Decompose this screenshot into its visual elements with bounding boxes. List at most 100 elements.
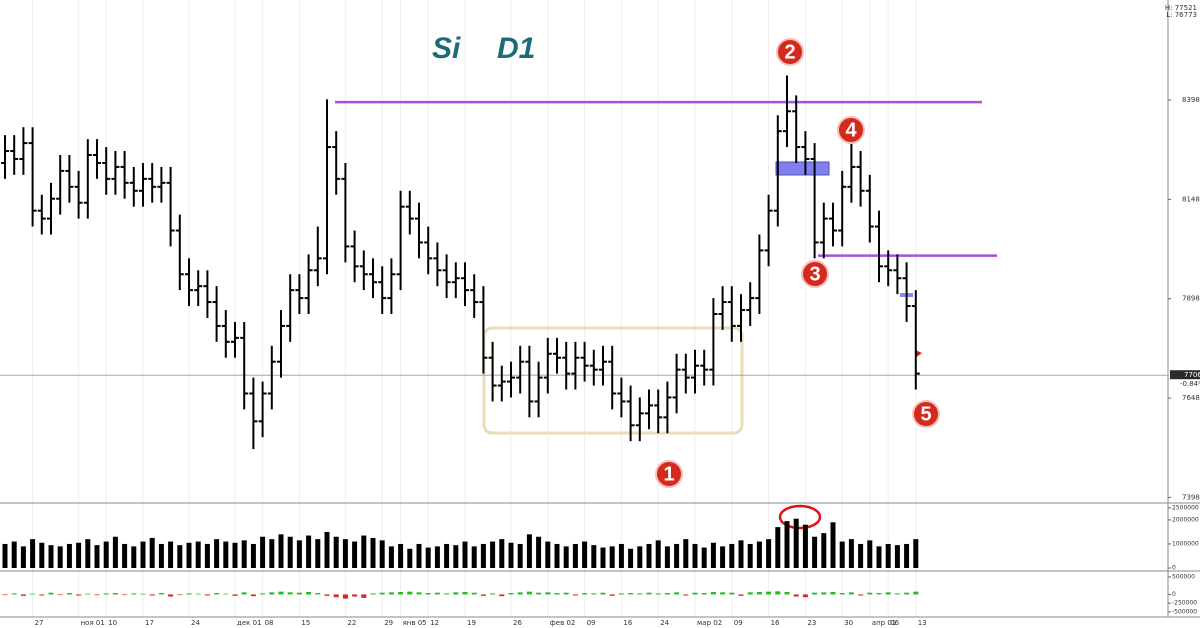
bar [526,534,532,568]
bar [112,536,118,568]
bar [158,593,164,595]
marker-label: 3 [809,263,820,285]
bar [812,536,818,568]
bar [839,593,845,595]
bar [609,594,615,596]
bar [563,546,569,568]
bar [370,593,376,595]
bar [904,592,910,595]
bar [214,539,220,568]
bar [821,533,827,568]
bar [858,594,864,596]
bar [508,542,514,568]
bar [352,541,358,568]
bar [85,539,91,568]
bar [701,593,707,595]
bar [554,543,560,568]
bar [462,591,468,595]
bar [692,543,698,568]
bar [2,543,8,568]
bar [20,594,26,596]
bar [296,540,302,568]
bar [637,593,643,595]
x-tick-label: 24 [191,619,200,627]
bar [876,546,882,568]
bar [306,591,312,595]
bar [204,543,210,568]
x-tick-label: 09 [734,619,743,627]
bar [738,594,744,596]
bar [57,594,63,596]
x-tick-label: 16 [623,619,632,627]
bar [793,594,799,597]
bar [858,543,864,568]
zone [775,161,830,176]
bar [480,543,486,568]
bar [572,543,578,568]
bar [867,592,873,595]
bar [480,594,486,596]
bar [766,591,772,595]
bar [342,539,348,568]
bar [94,594,100,596]
bar [526,591,532,595]
session-high: H: 77521 [1165,4,1197,12]
bar [720,546,726,568]
bar [775,527,781,568]
bar [628,593,634,595]
last-price-box [1170,370,1200,380]
bar [103,593,109,595]
y-tick-label: 76485 [1182,394,1200,402]
bar [296,592,302,595]
bar [66,593,72,595]
bar [278,534,284,568]
x-tick-label: 09 [587,619,596,627]
bar [618,543,624,568]
bar [158,543,164,568]
bar [241,540,247,568]
bar [784,521,790,568]
bar [499,594,505,597]
bar [388,592,394,595]
bar [683,539,689,568]
bar [168,541,174,568]
x-tick-label: 08 [265,619,274,627]
bar [333,594,339,598]
bar [471,546,477,568]
bar [122,594,128,596]
bar [223,593,229,595]
bar [701,547,707,568]
x-tick-label: 27 [35,619,44,627]
x-tick-label: 15 [301,619,310,627]
x-tick-label: 30 [844,619,853,627]
bar [398,543,404,568]
bar [490,593,496,595]
bar [434,546,440,568]
bar [361,535,367,568]
bar [39,594,45,596]
bar [471,592,477,595]
bar [582,541,588,568]
bar [11,541,17,568]
bar [628,548,634,568]
marker-circle [837,116,865,144]
bar [894,545,900,568]
bar [30,539,36,568]
y-tick-label: 73985 [1182,493,1200,501]
bar [379,540,385,568]
bar [848,592,854,595]
symbol: Si [432,32,461,65]
bar [278,591,284,595]
bar [260,593,266,595]
bar [66,543,72,568]
bar [848,539,854,568]
bar [756,591,762,595]
y-tick-label: 78985 [1182,295,1200,303]
bar [453,545,459,568]
x-tick-label: ноя 01 [81,619,105,627]
timeframe: D1 [497,32,535,65]
bar [131,593,137,595]
x-tick-label: 16 [771,619,780,627]
bar [775,591,781,595]
bar [434,592,440,595]
